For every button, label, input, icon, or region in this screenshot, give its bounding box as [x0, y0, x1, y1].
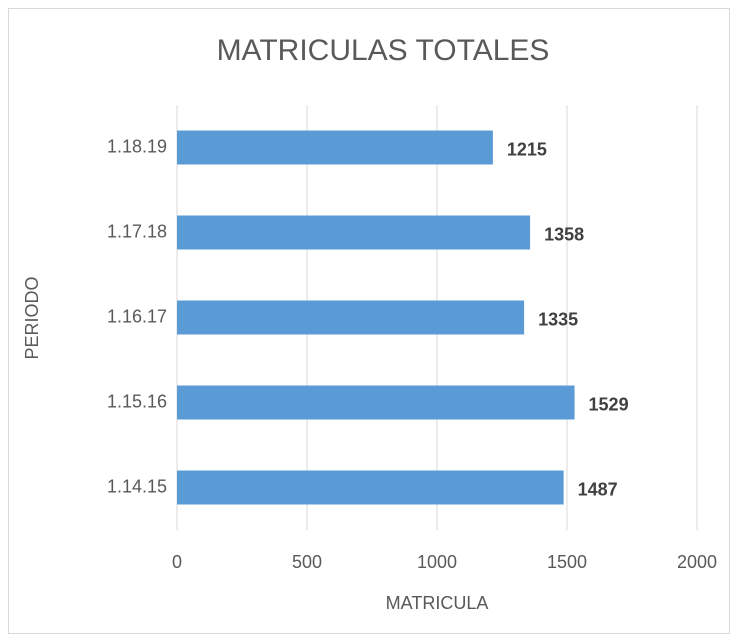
y-tick-label: 1.15.16	[107, 391, 167, 411]
y-tick-label: 1.17.18	[107, 221, 167, 241]
bar	[177, 130, 493, 165]
x-tick-label: 2000	[677, 552, 717, 572]
bar	[177, 300, 525, 335]
bar	[177, 470, 564, 505]
x-axis-title: MATRICULA	[386, 593, 489, 613]
value-label: 1529	[589, 394, 629, 414]
bar	[177, 385, 575, 420]
x-tick-label: 0	[172, 552, 182, 572]
y-axis-title: PERIODO	[22, 276, 42, 359]
y-tick-label: 1.16.17	[107, 306, 167, 326]
value-label: 1487	[578, 479, 618, 499]
bar	[177, 215, 531, 250]
value-label: 1215	[507, 139, 547, 159]
y-tick-label: 1.18.19	[107, 136, 167, 156]
x-tick-label: 1000	[417, 552, 457, 572]
value-label: 1358	[544, 224, 584, 244]
x-tick-label: 1500	[547, 552, 587, 572]
y-tick-label: 1.14.15	[107, 476, 167, 496]
chart-title: MATRICULAS TOTALES	[217, 34, 550, 67]
value-label: 1335	[538, 309, 578, 329]
x-tick-label: 500	[292, 552, 322, 572]
